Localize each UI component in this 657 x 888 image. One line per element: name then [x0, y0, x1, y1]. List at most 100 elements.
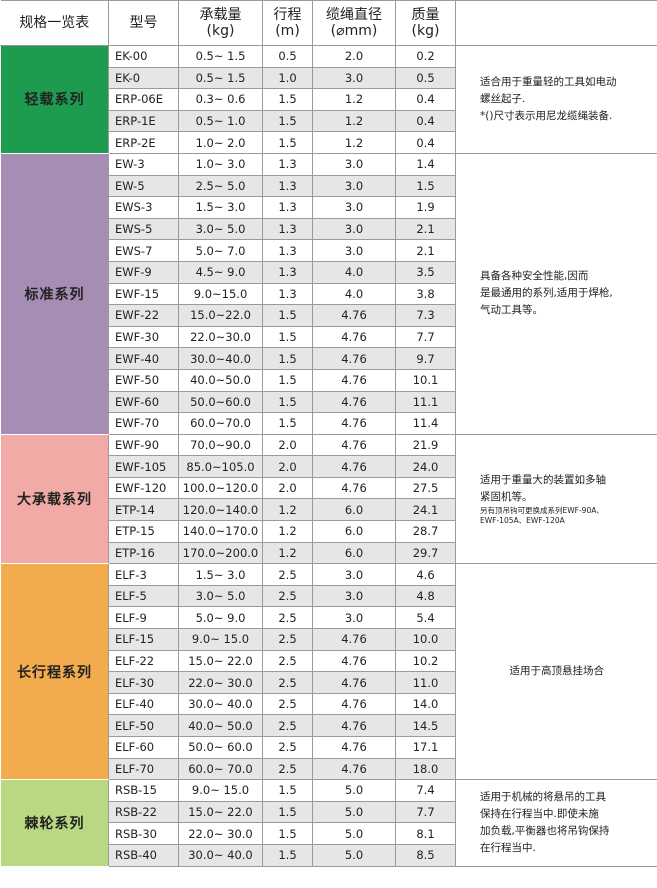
- spec-cell: 4.76: [312, 368, 396, 392]
- spec-cell: 2.5: [262, 757, 313, 781]
- model-cell: EWF-9: [108, 260, 179, 284]
- spec-cell: 8.5: [395, 843, 456, 867]
- model-cell: ELF-70: [108, 757, 179, 781]
- spec-cell: 4.76: [312, 714, 396, 737]
- spec-cell: 5.0~ 7.0: [178, 239, 263, 262]
- spec-cell: 1.2: [312, 109, 396, 133]
- spec-cell: 2.5: [262, 584, 313, 608]
- table-row: 棘轮系列 RSB-15 9.0~ 15.0 1.5 5.0 7.4 适用于机械的将悬吊的工具…: [0, 779, 657, 867]
- model-cell: ELF-5: [108, 584, 179, 608]
- spec-cell: 0.4: [395, 109, 456, 133]
- spec-cell: 3.0: [312, 196, 396, 219]
- spec-cell: 15.0~ 22.0: [178, 800, 263, 824]
- spec-cell: 1.5: [262, 109, 313, 133]
- spec-cell: 4.76: [312, 433, 396, 457]
- spec-cell: 10.0: [395, 628, 456, 651]
- spec-cell: 60.0~ 70.0: [178, 757, 263, 781]
- spec-cell: 1.5: [262, 304, 313, 327]
- small-note-line: EWF-105A、EWF-120A: [480, 515, 565, 525]
- model-cell: ELF-9: [108, 606, 179, 630]
- table-row: ELF-40 30.0~ 40.0 2.5 4.76 14.0: [1, 692, 657, 716]
- spec-cell: 50.0~ 60.0: [178, 736, 263, 759]
- series-name: 长行程系列: [0, 563, 109, 781]
- spec-cell: 11.0: [395, 671, 456, 694]
- model-cell: EWS-3: [108, 196, 179, 219]
- model-cell: EK-0: [108, 66, 179, 90]
- spec-cell: 0.2: [395, 45, 456, 68]
- spec-cell: 7.4: [395, 779, 456, 802]
- description-line: 适用于高顶悬挂场合: [509, 665, 605, 678]
- header-cell: 行程 (m): [262, 0, 313, 46]
- model-cell: EWF-40: [108, 347, 179, 370]
- description-line: 具备各种安全性能,因而: [480, 270, 589, 283]
- model-cell: ELF-3: [108, 563, 179, 586]
- spec-cell: 6.0: [312, 541, 396, 565]
- model-cell: RSB-40: [108, 843, 179, 867]
- model-cell: ELF-60: [108, 736, 179, 759]
- model-cell: ELF-50: [108, 714, 179, 737]
- model-cell: ELF-22: [108, 649, 179, 673]
- description: 适用于机械的将悬吊的工具 保持在行程当中.即使未施 加负载,平衡器也将吊钩保持 在行程…: [455, 779, 657, 867]
- description: 具备各种安全性能,因而 是最通用的系列,适用于焊枪, 气动工具等。: [455, 152, 657, 435]
- spec-cell: 1.0~ 3.0: [178, 152, 263, 176]
- table-row: EK-0 0.5~ 1.5 1.0 3.0 0.5: [1, 66, 657, 90]
- spec-cell: 3.0: [312, 66, 396, 90]
- description-line: 气动工具等。: [480, 304, 543, 317]
- spec-cell: 4.76: [312, 412, 396, 435]
- table-row: ELF-70 60.0~ 70.0 2.5 4.76 18.0: [1, 757, 657, 781]
- spec-cell: 0.5: [395, 66, 456, 90]
- header-unit: (kg): [411, 23, 440, 39]
- model-cell: ETP-15: [108, 520, 179, 543]
- description-line: 加负载,平衡器也将吊钩保持: [480, 824, 610, 837]
- spec-cell: 7.7: [395, 800, 456, 824]
- model-cell: EWS-5: [108, 217, 179, 241]
- header-cell: 型号: [108, 0, 179, 46]
- model-cell: ERP-2E: [108, 131, 179, 154]
- header-cell: 缆绳直径 (⌀mm): [312, 0, 396, 46]
- spec-cell: 5.0: [312, 843, 396, 867]
- series-name: 标准系列: [0, 152, 109, 435]
- spec-cell: 3.0: [312, 563, 396, 586]
- spec-cell: 14.5: [395, 714, 456, 737]
- model-cell: EWF-120: [108, 476, 179, 500]
- spec-cell: 140.0~170.0: [178, 520, 263, 543]
- spec-cell: 0.5~ 1.0: [178, 109, 263, 133]
- description-line: 紧固机等。: [480, 490, 533, 503]
- spec-cell: 4.6: [395, 563, 456, 586]
- spec-cell: 24.0: [395, 455, 456, 478]
- table-row: EW-5 2.5~ 5.0 1.3 3.0 1.5: [1, 174, 657, 198]
- spec-cell: 3.0~ 5.0: [178, 584, 263, 608]
- spec-cell: 1.9: [395, 196, 456, 219]
- spec-cell: 9.0~15.0: [178, 282, 263, 306]
- spec-cell: 1.5~ 3.0: [178, 563, 263, 586]
- spec-cell: 85.0~105.0: [178, 455, 263, 478]
- spec-cell: 2.0: [262, 455, 313, 478]
- description-line: 保持在行程当中.即使未施: [480, 807, 599, 820]
- table-row: ERP-1E 0.5~ 1.0 1.5 1.2 0.4: [1, 109, 657, 133]
- spec-cell: 0.5~ 1.5: [178, 45, 263, 68]
- spec-cell: 100.0~120.0: [178, 476, 263, 500]
- spec-cell: 5.0: [312, 779, 396, 802]
- table-row: 大承载系列 EWF-90 70.0~90.0 2.0 4.76 21.9 适用于重量大的装置…: [0, 433, 657, 565]
- spec-cell: 40.0~50.0: [178, 368, 263, 392]
- model-cell: EWF-50: [108, 368, 179, 392]
- spec-table: 规格一览表 型号 承载量 (kg) 行程 (m) 缆绳直径 (⌀mm) 质量 (kg) 轻载系列…: [0, 0, 657, 867]
- spec-cell: 0.4: [395, 131, 456, 154]
- model-cell: ELF-40: [108, 692, 179, 716]
- description-line: *()尺寸表示用尼龙缆绳装备.: [480, 109, 613, 122]
- model-cell: ELF-30: [108, 671, 179, 694]
- spec-cell: 10.2: [395, 649, 456, 673]
- header-cell: 质量 (kg): [395, 0, 456, 46]
- spec-cell: 1.3: [262, 152, 313, 176]
- spec-cell: 3.0: [312, 239, 396, 262]
- spec-cell: 1.5: [262, 131, 313, 154]
- table-row: ETP-14 120.0~140.0 1.2 6.0 24.1: [1, 498, 657, 522]
- spec-cell: 1.0: [262, 66, 313, 90]
- spec-cell: 0.5: [262, 45, 313, 68]
- spec-cell: 1.0~ 2.0: [178, 131, 263, 154]
- table-row: ELF-15 9.0~ 15.0 2.5 4.76 10.0: [1, 628, 657, 651]
- table-row: RSB-22 15.0~ 22.0 1.5 5.0 7.7: [1, 800, 657, 824]
- model-cell: ETP-14: [108, 498, 179, 522]
- spec-cell: 1.5: [262, 779, 313, 802]
- spec-cell: 170.0~200.0: [178, 541, 263, 565]
